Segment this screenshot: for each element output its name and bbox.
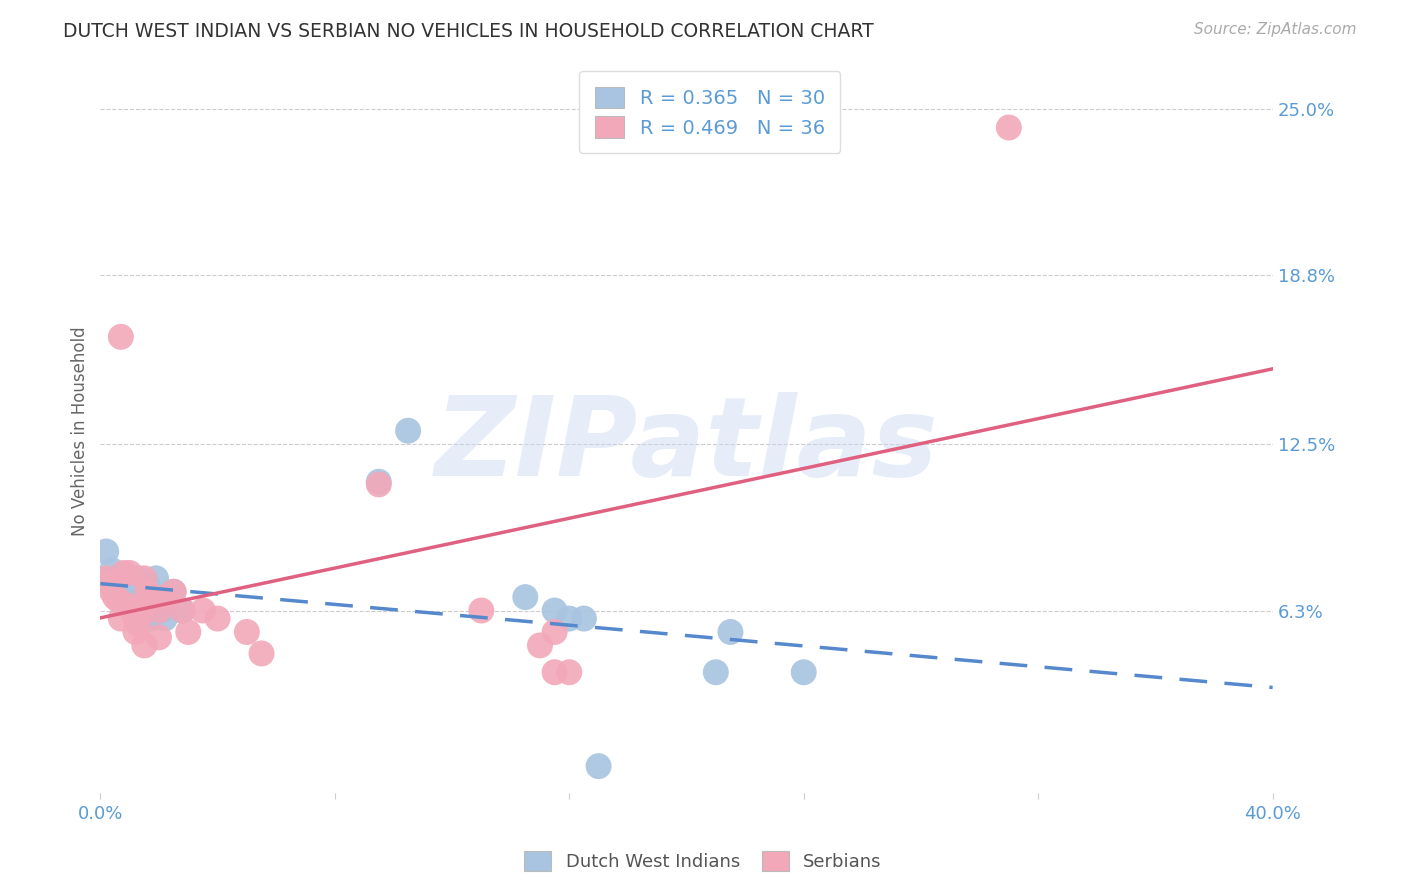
Point (396, 424, 419, 438)
Y-axis label: No Vehicles in Household: No Vehicles in Household (72, 326, 89, 535)
Point (124, 611, 146, 625)
Point (124, 625, 146, 640)
Point (96, 544, 118, 558)
Point (127, 571, 149, 585)
Point (704, 665, 727, 680)
Point (110, 330, 132, 344)
Point (134, 639, 156, 653)
Point (118, 566, 141, 580)
Point (250, 647, 273, 661)
Point (515, 590, 537, 604)
Point (127, 616, 149, 631)
Point (148, 603, 170, 617)
Point (177, 625, 200, 640)
Point (115, 592, 138, 607)
Point (145, 571, 167, 585)
Text: Source: ZipAtlas.com: Source: ZipAtlas.com (1194, 22, 1357, 37)
Point (998, 120, 1021, 135)
Point (558, 611, 581, 625)
Point (121, 598, 143, 612)
Point (107, 576, 129, 591)
Point (96, 571, 118, 585)
Point (118, 595, 141, 609)
Point (98, 576, 121, 591)
Point (139, 611, 162, 625)
Text: ZIPatlas: ZIPatlas (434, 392, 938, 499)
Point (121, 603, 143, 617)
Point (529, 639, 551, 653)
Point (136, 584, 159, 599)
Point (572, 611, 595, 625)
Point (110, 584, 132, 599)
Point (115, 598, 138, 612)
Point (104, 590, 127, 604)
Point (148, 631, 170, 645)
Point (236, 625, 259, 640)
Point (148, 603, 170, 617)
Point (142, 592, 165, 607)
Point (101, 563, 124, 577)
Point (588, 759, 610, 773)
Point (136, 576, 159, 591)
Text: DUTCH WEST INDIAN VS SERBIAN NO VEHICLES IN HOUSEHOLD CORRELATION CHART: DUTCH WEST INDIAN VS SERBIAN NO VEHICLES… (63, 22, 875, 41)
Point (793, 665, 815, 680)
Point (134, 571, 156, 585)
Point (543, 625, 565, 640)
Point (207, 611, 229, 625)
Point (470, 603, 492, 617)
Point (101, 584, 124, 599)
Point (131, 603, 153, 617)
Point (367, 477, 389, 491)
Point (124, 603, 146, 617)
Point (172, 603, 194, 617)
Point (112, 566, 135, 580)
Point (543, 665, 565, 680)
Point (558, 665, 581, 680)
Point (153, 590, 176, 604)
Point (134, 611, 156, 625)
Point (172, 603, 194, 617)
Point (543, 603, 565, 617)
Point (720, 625, 742, 640)
Point (110, 611, 132, 625)
Point (107, 592, 129, 607)
Point (162, 584, 184, 599)
Point (162, 584, 184, 599)
Legend: R = 0.365   N = 30, R = 0.469   N = 36: R = 0.365 N = 30, R = 0.469 N = 36 (579, 71, 841, 153)
Point (112, 590, 135, 604)
Legend: Dutch West Indians, Serbians: Dutch West Indians, Serbians (517, 844, 889, 879)
Point (104, 571, 127, 585)
Point (367, 475, 389, 489)
Point (153, 611, 176, 625)
Point (191, 603, 214, 617)
Point (150, 603, 173, 617)
